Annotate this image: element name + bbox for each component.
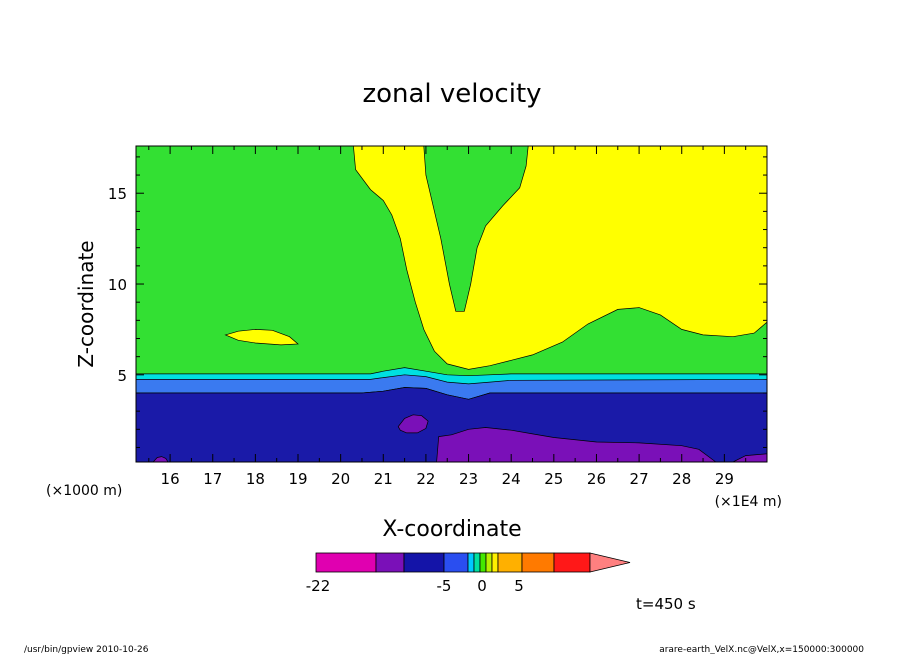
x-scale-note: (×1E4 m) [715,494,782,510]
plot-frame [135,145,768,463]
x-tick-label: 22 [416,470,435,488]
x-tick-label: 23 [459,470,478,488]
y-scale-note: (×1000 m) [46,483,122,499]
x-tick-label: 24 [502,470,521,488]
colorbar-bin [403,552,445,573]
x-tick-label: 21 [374,470,393,488]
x-axis-ticks: 16 17 18 19 20 21 22 23 24 25 26 27 28 29 [148,146,768,488]
y-tick-label: 15 [108,185,127,203]
colorbar-tick-label: -22 [306,577,331,595]
x-tick-label: 27 [630,470,649,488]
colorbar [315,552,631,573]
contour-region-yellow-patch [224,329,299,346]
y-axis-ticks: 5 10 15 [108,156,767,448]
x-tick-label: 29 [715,470,734,488]
colorbar-bin [479,552,487,573]
contour-region-yellow-upper [353,145,768,370]
contour-region-purple-bottom [436,427,717,463]
colorbar-bin [443,552,469,573]
colorbar-bin [375,552,405,573]
chart-title: zonal velocity [362,79,541,109]
colorbar-tick-labels: -22 -5 0 5 [306,577,524,595]
x-axis-label: X-coordinate [382,517,521,542]
colorbar-tick-label: 0 [477,577,487,595]
x-tick-label: 25 [544,470,563,488]
colorbar-bin [315,552,377,573]
footer-left: /usr/bin/gpview 2010-10-26 [24,645,149,654]
colorbar-bin [491,552,499,573]
x-tick-label: 18 [246,470,265,488]
x-tick-label: 16 [161,470,180,488]
y-axis-label: Z-coordinate [74,240,98,367]
x-tick-label: 28 [672,470,691,488]
colorbar-bin [473,552,481,573]
contour-region-purple-blob [397,414,429,434]
y-tick-label: 10 [108,276,127,294]
x-tick-label: 19 [288,470,307,488]
colorbar-bin [467,552,475,573]
x-tick-label: 20 [331,470,350,488]
colorbar-extension-arrow [589,552,631,573]
colorbar-tick-label: -5 [437,577,452,595]
x-tick-label: 17 [203,470,222,488]
colorbar-bin [553,552,591,573]
time-annotation: t=450 s [636,595,696,613]
plot-area [135,145,768,463]
colorbar-bin [521,552,555,573]
colorbar-bin [497,552,523,573]
footer-right: arare-earth_VelX.nc@VelX,x=150000:300000 [659,645,864,654]
colorbar-tick-label: 5 [514,577,524,595]
colorbar-bin [485,552,493,573]
y-tick-label: 5 [117,367,127,385]
x-tick-label: 26 [587,470,606,488]
